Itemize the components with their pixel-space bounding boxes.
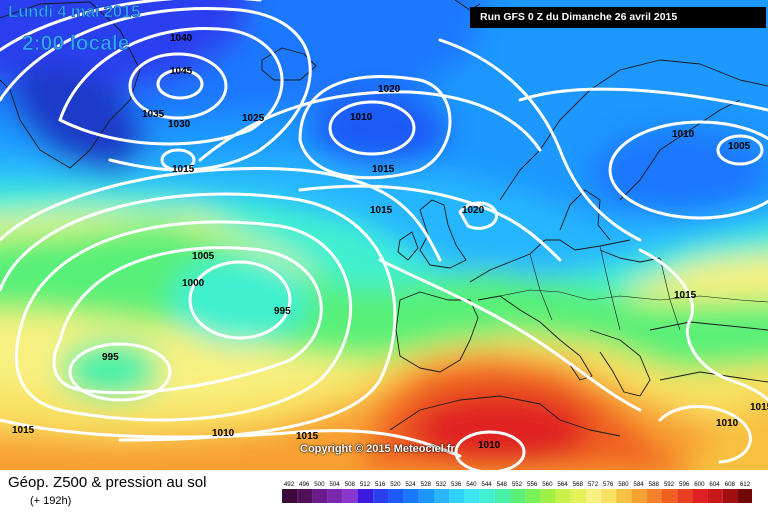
legend-value: 508 (345, 481, 356, 488)
legend-value: 548 (497, 481, 508, 488)
legend-value: 592 (664, 481, 675, 488)
legend-value: 612 (740, 481, 751, 488)
legend-swatch (342, 489, 358, 503)
forecast-step: (+ 192h) (30, 495, 72, 507)
legend-value: 492 (284, 481, 295, 488)
isobar-label: 1005 (728, 141, 751, 152)
isobar-label: 995 (274, 306, 291, 317)
legend-swatch (494, 489, 510, 503)
valid-time: 2:00 locale (22, 32, 130, 56)
forecast-map: 1040 1045 1035 1030 1025 1015 1020 1010 … (0, 0, 768, 470)
legend-value: 572 (588, 481, 599, 488)
legend-swatch (738, 489, 752, 503)
color-scale: 492 496 500 504 508 512 516 520 524 528 532 536 540 5… (282, 481, 752, 503)
legend-swatch (586, 489, 602, 503)
legend-value: 552 (512, 481, 523, 488)
legend-swatch (631, 489, 647, 503)
valid-date: Lundi 4 mai 2015 (8, 2, 141, 22)
legend-swatch (434, 489, 450, 503)
legend-swatch (403, 489, 419, 503)
legend-swatch (464, 489, 480, 503)
isobar-label: 1020 (462, 205, 485, 216)
isobar-label: 1015 (750, 402, 768, 413)
isobars (0, 0, 768, 470)
legend-swatch (373, 489, 389, 503)
legend-value: 568 (573, 481, 584, 488)
isobar-label: 1030 (168, 119, 191, 130)
legend-value: 524 (405, 481, 416, 488)
legend-bar: Géop. Z500 & pression au sol (+ 192h) 49… (0, 470, 768, 512)
legend-value: 560 (542, 481, 553, 488)
legend-value: 496 (299, 481, 310, 488)
isobar-label: 1035 (142, 109, 165, 120)
isobar-label: 1015 (296, 431, 319, 442)
legend-swatch (449, 489, 465, 503)
legend-value: 588 (649, 481, 660, 488)
legend-swatch (692, 489, 708, 503)
legend-value: 512 (360, 481, 371, 488)
isobar-label: 1015 (172, 164, 195, 175)
legend-value: 584 (633, 481, 644, 488)
legend-swatch (555, 489, 571, 503)
legend-swatch (677, 489, 693, 503)
legend-value: 520 (390, 481, 401, 488)
isobar-label: 1010 (716, 418, 739, 429)
legend-value: 528 (421, 481, 432, 488)
legend-swatch (722, 489, 738, 503)
isobar-label: 1010 (478, 440, 501, 451)
legend-swatch (540, 489, 556, 503)
legend-value: 580 (618, 481, 629, 488)
legend-swatch (358, 489, 374, 503)
legend-value: 564 (557, 481, 568, 488)
legend-value: 504 (329, 481, 340, 488)
legend-value: 556 (527, 481, 538, 488)
legend-swatch (510, 489, 526, 503)
legend-swatch (327, 489, 343, 503)
legend-swatch (707, 489, 723, 503)
copyright-notice: Copyright © 2015 Meteociel.fr (300, 443, 455, 455)
legend-value: 596 (679, 481, 690, 488)
isobar-label: 1015 (372, 164, 395, 175)
legend-value: 608 (725, 481, 736, 488)
isobar-label: 1015 (674, 290, 697, 301)
legend-swatch (297, 489, 313, 503)
model-run-banner: Run GFS 0 Z du Dimanche 26 avril 2015 (470, 7, 766, 28)
legend-swatch (312, 489, 328, 503)
isobar-label: 1005 (192, 251, 215, 262)
isobar-label: 1025 (242, 113, 265, 124)
isobar-label: 1010 (350, 112, 373, 123)
isobar-label: 995 (102, 352, 119, 363)
product-title: Géop. Z500 & pression au sol (8, 474, 207, 491)
isobar-label: 1010 (672, 129, 695, 140)
legend-value: 532 (436, 481, 447, 488)
legend-value: 540 (466, 481, 477, 488)
legend-value: 600 (694, 481, 705, 488)
legend-value: 536 (451, 481, 462, 488)
legend-value: 516 (375, 481, 386, 488)
legend-swatch (479, 489, 495, 503)
legend-swatch (525, 489, 541, 503)
isobar-labels: 1040 1045 1035 1030 1025 1015 1020 1010 … (12, 33, 768, 451)
isobar-label: 1040 (170, 33, 193, 44)
legend-value: 576 (603, 481, 614, 488)
isobar-label: 1015 (370, 205, 393, 216)
isobar-label: 1020 (378, 84, 401, 95)
legend-swatch (662, 489, 678, 503)
legend-swatch (418, 489, 434, 503)
legend-value: 604 (709, 481, 720, 488)
legend-swatch (570, 489, 586, 503)
legend-swatch (616, 489, 632, 503)
legend-value: 544 (481, 481, 492, 488)
isobar-label: 1045 (170, 66, 193, 77)
geopotential-field (0, 0, 768, 470)
legend-value: 500 (314, 481, 325, 488)
legend-swatch (388, 489, 404, 503)
isobar-label: 1015 (12, 425, 35, 436)
legend-swatch (646, 489, 662, 503)
isobar-label: 1000 (182, 278, 205, 289)
legend-swatch (282, 489, 298, 503)
legend-swatch (601, 489, 617, 503)
isobar-label: 1010 (212, 428, 235, 439)
